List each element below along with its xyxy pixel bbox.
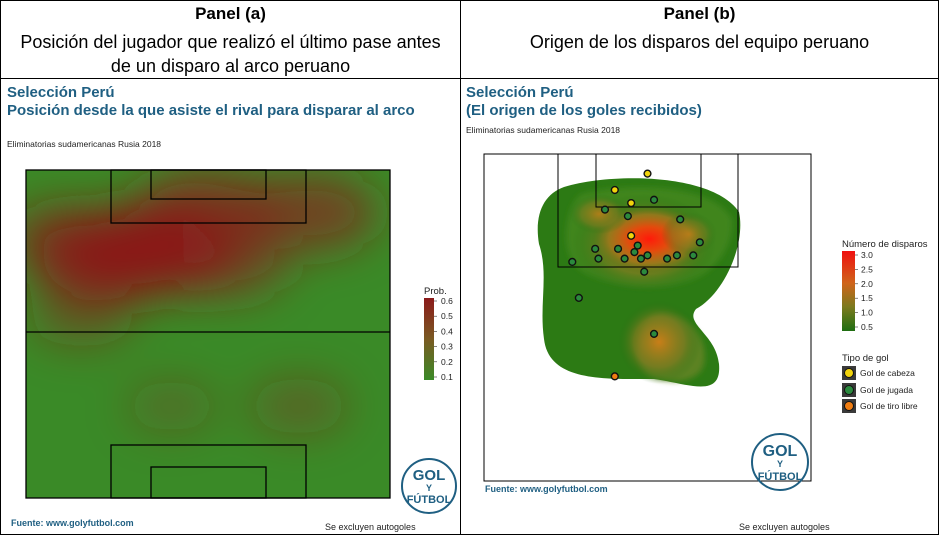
panel-a-header: Panel (a) Posición del jugador que reali… — [0, 0, 461, 78]
legend-b-tick-label: 2.5 — [861, 264, 873, 274]
shot-point — [649, 329, 659, 338]
legend-a-tick-label: 0.4 — [441, 326, 453, 336]
shot-point — [630, 247, 639, 257]
chart-b-source: Fuente: www.golyfutbol.com — [485, 484, 608, 494]
panel-b-header: Panel (b) Origen de los disparos del equ… — [460, 0, 939, 78]
legend-b-type-swatch — [842, 399, 856, 413]
legend-b-tick-label: 1.0 — [861, 308, 873, 318]
shot-point — [620, 254, 629, 263]
shot-point — [568, 257, 577, 267]
shot-point — [663, 254, 672, 263]
shot-point — [676, 215, 685, 224]
chart-b-note: Se excluyen autogoles — [739, 522, 830, 532]
chart-a-source: Fuente: www.golyfutbol.com — [11, 518, 134, 528]
heat-hotspot — [26, 202, 122, 269]
legend-b-type-title: Tipo de gol — [842, 353, 889, 364]
shot-point — [636, 254, 646, 263]
svg-text:FÚTBOL: FÚTBOL — [758, 470, 803, 483]
goal-area-bottom — [150, 466, 267, 499]
legend-b-type-item: Gol de cabeza — [842, 366, 937, 381]
legend-b-tick-label: 0.5 — [861, 322, 873, 332]
density-contour — [537, 178, 741, 387]
chart-b-title: Selección Perú — [466, 84, 574, 101]
shot-point — [600, 205, 610, 214]
heat-hotspot — [163, 226, 289, 297]
legend-b-density-title: Número de disparos — [842, 239, 928, 250]
legend-b-type-dot — [845, 402, 853, 410]
shot-point — [574, 293, 583, 302]
chart-a-subtitle: Eliminatorias sudamericanas Rusia 2018 — [7, 139, 162, 149]
legend-b-type-item: Gol de tiro libre — [842, 399, 937, 414]
legend-a-tick-label: 0.6 — [441, 296, 453, 306]
shot-point — [610, 185, 619, 195]
svg-text:GOL: GOL — [763, 443, 798, 460]
legend-b-tick-label: 3.0 — [861, 250, 873, 260]
shot-point — [640, 267, 649, 276]
shot-point — [613, 244, 623, 253]
legend-b-type-dot — [845, 369, 853, 377]
goal-area-top — [150, 169, 267, 200]
shot-point — [689, 251, 698, 260]
legend-a-colorbar: 0.6 0.5 0.4 0.3 0.2 0.1 — [424, 296, 453, 382]
svg-text:Y: Y — [426, 483, 432, 493]
shot-point — [633, 241, 642, 250]
chart-b-subtitle: Eliminatorias sudamericanas Rusia 2018 — [466, 125, 621, 135]
svg-text:Y: Y — [777, 459, 783, 469]
legend-b-tick-label: 2.0 — [861, 279, 873, 289]
heatmap-pitch — [25, 169, 391, 499]
shot-point — [627, 231, 636, 240]
svg-text:GOL: GOL — [413, 467, 446, 484]
svg-text:FÚTBOL: FÚTBOL — [407, 493, 452, 506]
panel-b-description: Origen de los disparos del equipo peruan… — [529, 32, 870, 52]
legend-b-tick-label: 1.5 — [861, 293, 873, 303]
gol-y-futbol-logo-a: GOL Y FÚTBOL — [401, 458, 457, 514]
legend-b-type-item: Gol de jugada — [842, 382, 937, 398]
pitch-b-goal-area — [595, 153, 702, 208]
shot-point — [594, 254, 603, 263]
shot-point — [623, 212, 632, 221]
shot-point — [695, 238, 704, 247]
shot-point — [643, 169, 652, 178]
header-divider — [0, 78, 939, 79]
panel-a-label: Panel (a) — [195, 4, 266, 23]
panel-b-label: Panel (b) — [663, 4, 736, 23]
legend-a-title: Prob. — [424, 286, 447, 297]
legend-a-tick-label: 0.3 — [441, 342, 453, 352]
heat-hotspot — [249, 378, 349, 434]
shot-point — [627, 198, 636, 208]
shot-point — [643, 251, 652, 260]
heat-hotspot — [242, 174, 378, 251]
legend-b-type-dot — [845, 385, 853, 394]
heat-hotspot — [29, 289, 132, 347]
shot-point — [672, 251, 682, 260]
shot-origin-pitch — [483, 153, 812, 482]
legend-b-type-label: Gol de tiro libre — [860, 401, 918, 411]
legend-b-colorbar: 3.0 2.5 2.0 1.5 1.0 0.5 — [842, 250, 873, 332]
legend-a-tick-label: 0.5 — [441, 311, 453, 321]
heat-hotspot — [126, 381, 217, 432]
gol-y-futbol-logo-b: GOL Y FÚTBOL — [751, 433, 809, 491]
panel-a-description: Posición del jugador que realizó el últi… — [20, 32, 441, 76]
legend-a-tick-label: 0.1 — [441, 372, 453, 382]
shot-point — [591, 244, 600, 253]
chart-a-title-line2: Posición desde la que asiste el rival pa… — [7, 102, 415, 119]
legend-b-type-swatch — [842, 382, 856, 397]
shot-point — [649, 195, 659, 204]
chart-b-title-line2: (El origen de los goles recibidos) — [466, 102, 702, 119]
chart-a-title: Selección Perú — [7, 84, 115, 101]
chart-a-note: Se excluyen autogoles — [325, 522, 416, 532]
legend-b-type-swatch — [842, 366, 856, 380]
legend-b-type-label: Gol de jugada — [860, 384, 913, 395]
shot-point — [610, 372, 619, 381]
legend-b-type-label: Gol de cabeza — [860, 368, 915, 378]
legend-a-tick-label: 0.2 — [441, 357, 453, 367]
